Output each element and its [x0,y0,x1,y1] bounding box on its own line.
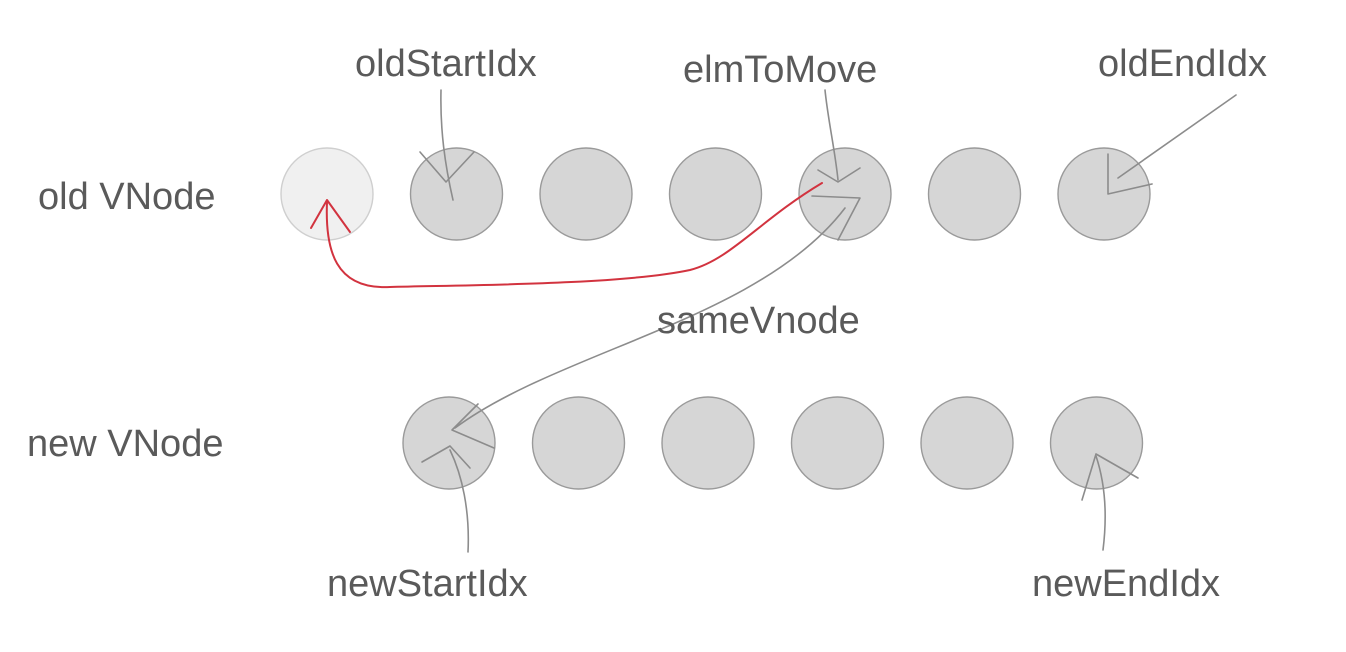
old-vnode-node-7 [1057,147,1151,241]
new-start-idx-pointer [449,449,470,553]
new-vnode-label: new VNode [27,423,223,465]
old-vnode-label: old VNode [38,176,215,218]
new-vnode-node-1 [402,396,496,490]
move-arrowhead [310,199,351,233]
new-vnode-node-6 [1049,396,1144,490]
elm-to-move-arrowhead [817,167,861,183]
same-vnode-arrowhead-top [811,195,861,241]
old-vnode-node-3 [539,147,633,241]
new-end-idx-pointer [1095,455,1107,551]
old-end-idx-label: oldEndIdx [1098,43,1267,85]
new-vnode-row [402,396,1144,490]
same-vnode-arrowhead-bottom [451,403,495,449]
new-vnode-node-2 [531,396,626,490]
old-vnode-node-1 [280,147,374,241]
old-start-idx-label: oldStartIdx [355,43,537,85]
old-vnode-node-6 [927,147,1022,241]
new-vnode-node-4 [790,396,885,490]
old-end-idx-arrowhead [1107,153,1153,195]
same-vnode-label: sameVnode [657,300,860,342]
new-end-idx-label: newEndIdx [1032,563,1220,605]
new-vnode-node-5 [920,396,1014,490]
new-start-idx-arrowhead [421,445,471,469]
new-start-idx-label: newStartIdx [327,563,528,605]
old-vnode-node-2 [409,147,504,241]
old-vnode-node-5 [798,147,892,241]
elm-to-move-pointer [824,89,839,181]
same-vnode-pointer [454,207,846,429]
elm-to-move-label: elmToMove [683,49,877,91]
new-end-idx-arrowhead [1081,453,1139,501]
old-vnode-row [280,147,1151,241]
old-vnode-node-4 [668,147,763,241]
old-start-idx-arrowhead [419,151,475,183]
old-start-idx-pointer [440,89,454,201]
move-arrow [325,182,823,289]
new-vnode-node-3 [661,396,755,490]
old-end-idx-pointer [1117,94,1237,179]
